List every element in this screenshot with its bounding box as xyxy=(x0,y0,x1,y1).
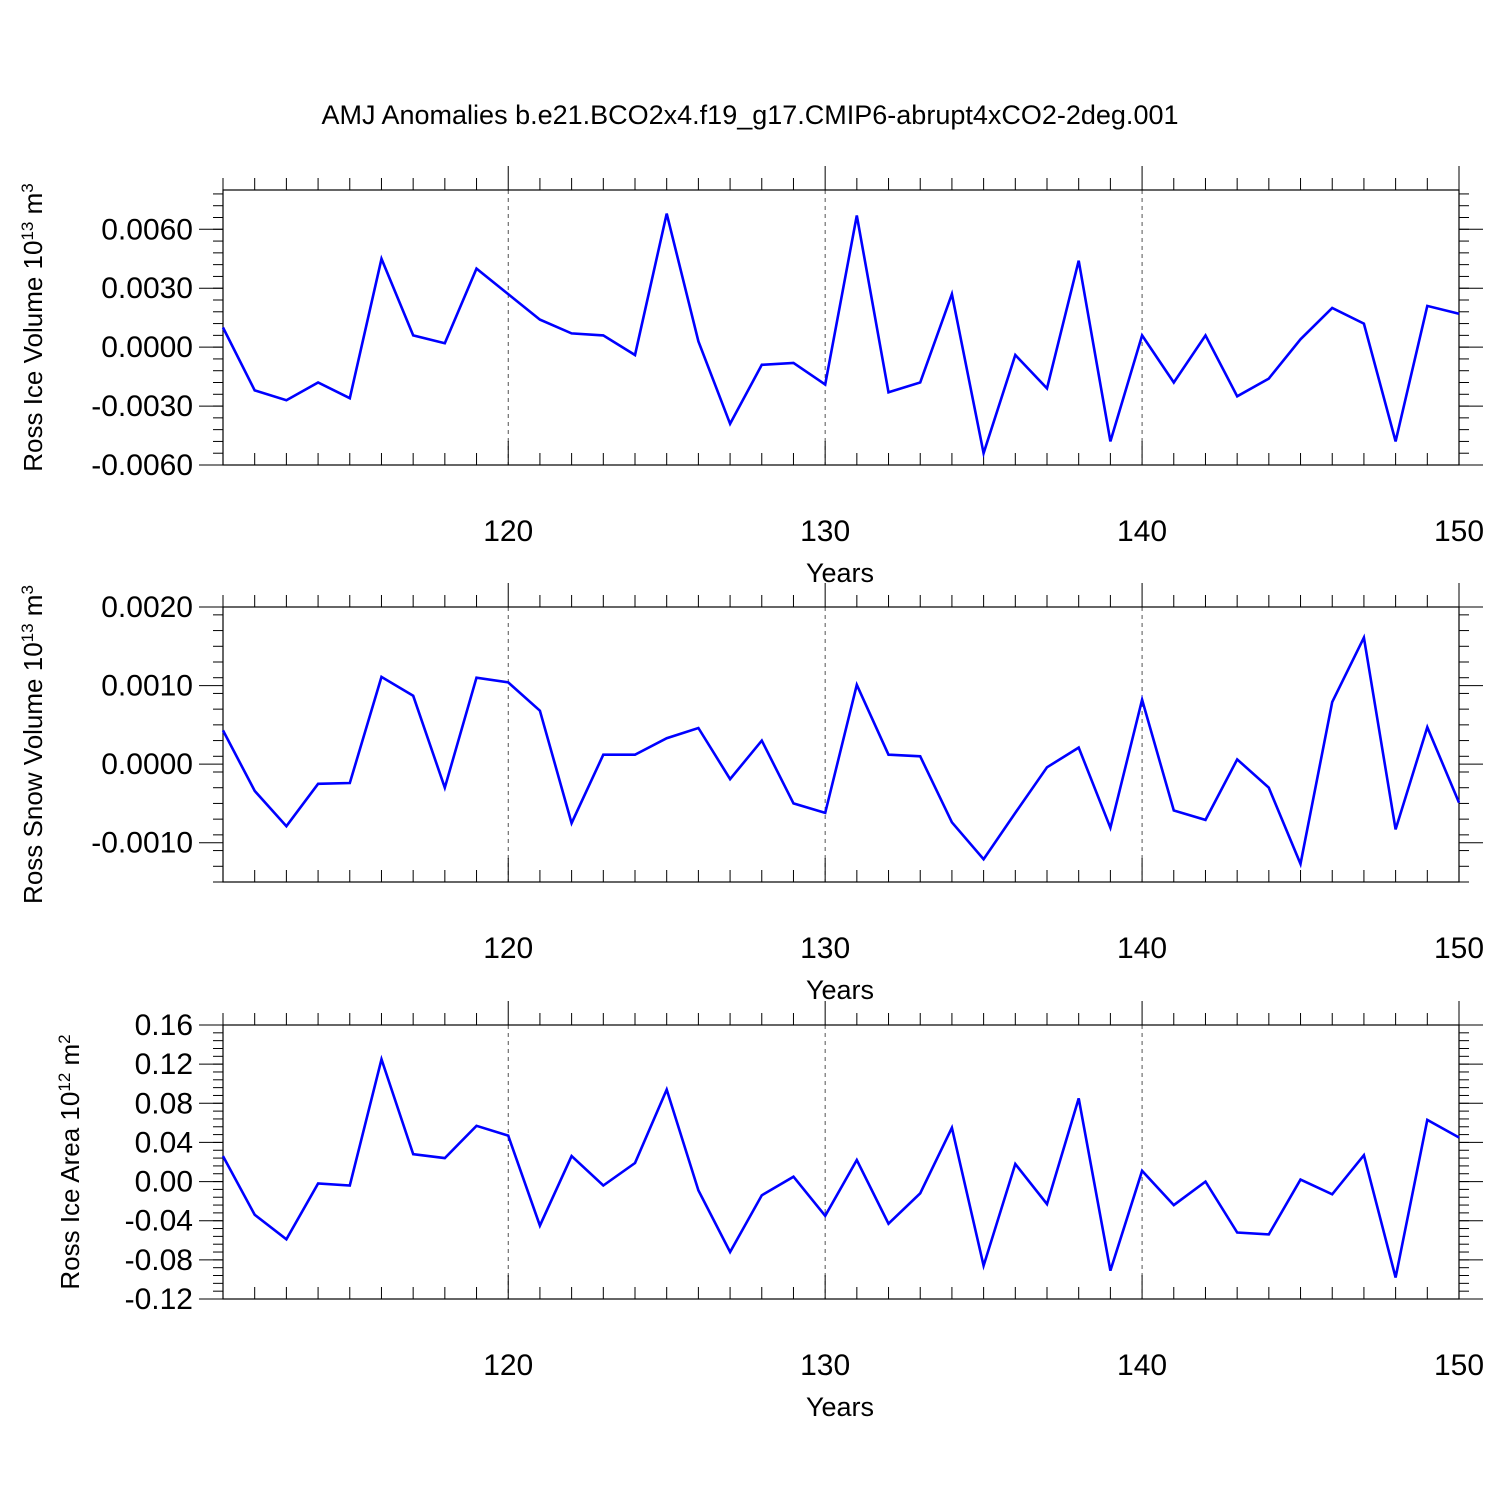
x-axis-label: Years xyxy=(806,558,874,588)
y-tick-label: 0.04 xyxy=(135,1126,193,1159)
x-tick-label: 120 xyxy=(483,932,533,965)
x-axis-label: Years xyxy=(806,975,874,1005)
y-tick-label: -0.0010 xyxy=(91,827,193,860)
y-tick-label: 0.0010 xyxy=(101,670,193,703)
x-tick-label: 120 xyxy=(483,1349,533,1382)
plot-frame xyxy=(222,189,1460,466)
series-line xyxy=(221,213,1460,459)
y-tick-label: 0.16 xyxy=(135,1009,193,1042)
x-tick-label: 150 xyxy=(1434,932,1484,965)
y-tick-label: 0.0030 xyxy=(101,272,193,305)
y-tick-label: 0.00 xyxy=(135,1166,193,1199)
y-tick-label: 0.0000 xyxy=(101,748,193,781)
x-tick-label: 140 xyxy=(1117,515,1167,548)
x-axis-label: Years xyxy=(806,1392,874,1422)
plot-frame xyxy=(222,1024,1460,1300)
x-tick-label: 130 xyxy=(800,1349,850,1382)
panel-1: -0.0060 -0.0030 0.0000 0.0030 0.0060 120 130 14… xyxy=(18,166,1484,588)
y-axis-label: Ross Snow Volume 1013 m3 xyxy=(18,585,48,904)
x-tick-label: 140 xyxy=(1117,932,1167,965)
y-tick-label: -0.0060 xyxy=(91,449,193,482)
panel-2: -0.0010 0.0000 0.0010 0.0020 120 130 140 150 Yea… xyxy=(18,583,1484,1005)
y-tick-label: 0.12 xyxy=(135,1048,193,1081)
plot-frame xyxy=(222,606,1460,883)
x-tick-label: 150 xyxy=(1434,1349,1484,1382)
x-tick-label: 130 xyxy=(800,515,850,548)
series-line xyxy=(221,1054,1460,1278)
y-tick-label: -0.08 xyxy=(125,1244,193,1277)
x-tick-label: 120 xyxy=(483,515,533,548)
x-tick-label: 150 xyxy=(1434,515,1484,548)
y-tick-label: 0.0060 xyxy=(101,213,193,246)
y-tick-label: -0.0030 xyxy=(91,390,193,423)
y-axis-label: Ross Ice Volume 1013 m3 xyxy=(18,183,48,472)
figure-title: AMJ Anomalies b.e21.BCO2x4.f19_g17.CMIP6… xyxy=(321,100,1179,130)
y-tick-label: -0.04 xyxy=(125,1205,193,1238)
panel-3: -0.12 -0.08 -0.04 0.00 0.04 0.08 0.12 0.16 120 13… xyxy=(55,1001,1484,1422)
series-line xyxy=(221,633,1461,869)
y-tick-label: 0.0000 xyxy=(101,331,193,364)
y-axis-label: Ross Ice Area 1012 m2 xyxy=(55,1034,85,1289)
x-tick-label: 130 xyxy=(800,932,850,965)
y-tick-label: -0.12 xyxy=(125,1283,193,1316)
y-tick-label: 0.0020 xyxy=(101,591,193,624)
x-tick-label: 140 xyxy=(1117,1349,1167,1382)
y-tick-label: 0.08 xyxy=(135,1087,193,1120)
